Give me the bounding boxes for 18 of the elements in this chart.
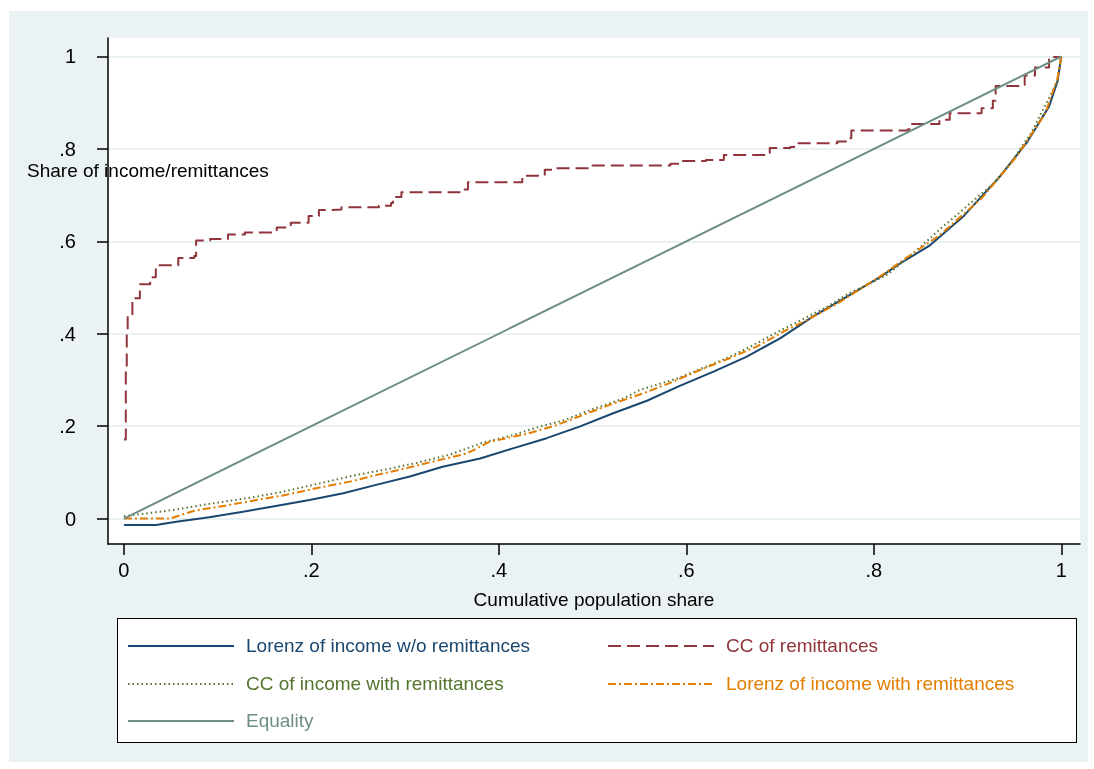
text: Equality	[246, 710, 314, 732]
x-tick-label: .6	[677, 559, 695, 581]
text: CC of income with remittances	[246, 672, 504, 695]
x-tick-label: .4	[490, 559, 508, 581]
y-tick-label: .2	[59, 415, 76, 438]
x-tick-label: 0	[118, 559, 130, 581]
y-tick-label: .8	[59, 137, 76, 160]
y-tick-label: .6	[59, 230, 76, 253]
x-tick-label: 1	[1055, 559, 1067, 581]
y-tick-label: 1	[64, 45, 76, 68]
text: Lorenz of income with remittances	[726, 672, 1015, 695]
text: CC of remittances	[726, 635, 879, 657]
text: Lorenz of income w/o remittances	[246, 635, 531, 657]
x-axis-title: Cumulative population share	[473, 589, 715, 610]
y-tick-label: 0	[64, 507, 76, 530]
x-tick-label: .2	[303, 559, 320, 581]
x-tick-label: .8	[865, 559, 883, 581]
y-tick-label: .4	[59, 322, 76, 345]
